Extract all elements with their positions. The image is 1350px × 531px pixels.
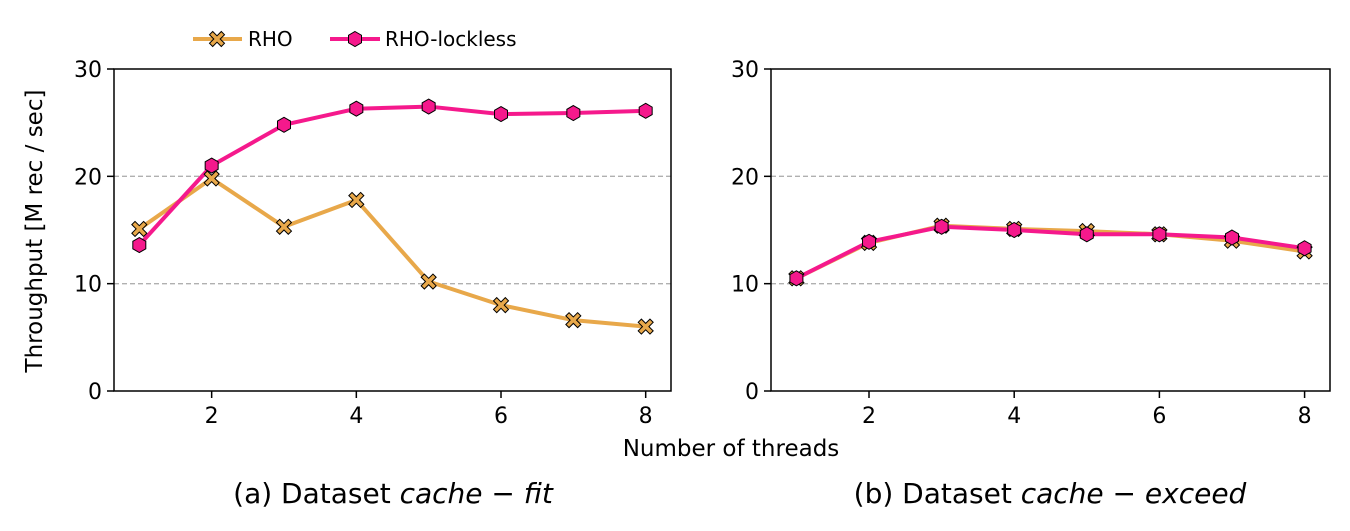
data-point-a-rho-6 bbox=[492, 296, 510, 314]
data-point-b-rho-lockless-6 bbox=[1152, 226, 1167, 243]
legend-item-rho-lockless: RHO-lockless bbox=[330, 27, 517, 51]
series-line-b-rho-lockless bbox=[794, 224, 1307, 281]
data-point-a-rho-1 bbox=[131, 220, 148, 238]
data-point-a-rho-lockless-8 bbox=[638, 102, 653, 119]
caption-a-math: cache − fit bbox=[400, 477, 554, 510]
y-tick-label-b-20: 20 bbox=[731, 165, 759, 190]
y-tick-label-a-10: 10 bbox=[74, 273, 102, 298]
data-point-a-rho-8 bbox=[637, 318, 654, 335]
data-point-b-rho-lockless-5 bbox=[1079, 226, 1094, 243]
series-line-a-rho bbox=[137, 176, 648, 329]
y-tick-label-a-30: 30 bbox=[74, 58, 102, 83]
legend-item-rho: RHO bbox=[193, 27, 293, 51]
plot-frame-a bbox=[113, 68, 672, 392]
y-tick-label-b-0: 0 bbox=[745, 380, 759, 405]
caption-b-math: cache − exceed bbox=[1021, 477, 1247, 510]
legend-label-rho: RHO bbox=[248, 27, 293, 51]
x-icon bbox=[208, 30, 226, 48]
data-point-a-rho-lockless-6 bbox=[494, 106, 508, 123]
chart-panel-b: 0 10 20 30 2 4 6 8 bbox=[731, 58, 1331, 429]
y-tick-label-b-10: 10 bbox=[731, 273, 759, 298]
x-tick-label-b-8: 8 bbox=[1298, 404, 1312, 429]
x-tick-label-b-6: 6 bbox=[1152, 404, 1166, 429]
data-point-a-rho-lockless-3 bbox=[277, 116, 291, 133]
x-tick-label-a-4: 4 bbox=[349, 404, 363, 429]
x-tick-label-a-2: 2 bbox=[205, 404, 219, 429]
chart-panel-a: 0 10 20 30 2 4 6 8 bbox=[74, 58, 672, 429]
x-tick-label-b-4: 4 bbox=[1007, 404, 1021, 429]
data-point-a-rho-7 bbox=[565, 311, 582, 329]
data-point-b-rho-lockless-8 bbox=[1297, 240, 1312, 257]
data-point-a-rho-lockless-2 bbox=[204, 157, 219, 174]
data-point-a-rho-5 bbox=[420, 273, 437, 290]
x-axis-label: Number of threads bbox=[623, 436, 840, 462]
data-point-a-rho-lockless-4 bbox=[349, 100, 364, 117]
data-point-a-rho-4 bbox=[348, 191, 365, 209]
x-tick-label-b-2: 2 bbox=[862, 404, 876, 429]
data-point-a-rho-3 bbox=[275, 218, 293, 235]
data-point-a-rho-lockless-5 bbox=[421, 98, 436, 115]
caption-a-prefix: (a) Dataset bbox=[233, 477, 399, 510]
legend: RHO RHO-lockless bbox=[193, 27, 517, 51]
data-point-b-rho-lockless-4 bbox=[1007, 221, 1022, 239]
y-tick-label-b-30: 30 bbox=[731, 58, 759, 83]
x-tick-label-a-6: 6 bbox=[494, 404, 508, 429]
y-tick-label-a-0: 0 bbox=[88, 380, 102, 405]
caption-a: (a) Dataset cache − fit bbox=[233, 477, 554, 510]
legend-label-rho-lockless: RHO-lockless bbox=[385, 27, 517, 51]
data-point-b-rho-lockless-2 bbox=[862, 233, 876, 250]
hexagon-icon bbox=[348, 30, 362, 48]
y-axis-label: Throughput [M rec / sec] bbox=[22, 90, 48, 374]
y-tick-label-a-20: 20 bbox=[74, 165, 102, 190]
data-point-a-rho-lockless-7 bbox=[566, 104, 581, 122]
series-line-a-rho-lockless bbox=[137, 104, 648, 248]
data-point-a-rho-lockless-1 bbox=[132, 236, 147, 254]
data-point-b-rho-lockless-7 bbox=[1225, 229, 1239, 246]
caption-b: (b) Dataset cache − exceed bbox=[854, 477, 1247, 510]
x-tick-label-a-8: 8 bbox=[639, 404, 653, 429]
data-point-a-rho-2 bbox=[203, 170, 220, 187]
plot-frame-b bbox=[770, 68, 1331, 392]
data-point-b-rho-lockless-1 bbox=[789, 270, 804, 287]
data-point-b-rho-lockless-3 bbox=[934, 218, 949, 235]
caption-b-prefix: (b) Dataset bbox=[854, 477, 1021, 510]
